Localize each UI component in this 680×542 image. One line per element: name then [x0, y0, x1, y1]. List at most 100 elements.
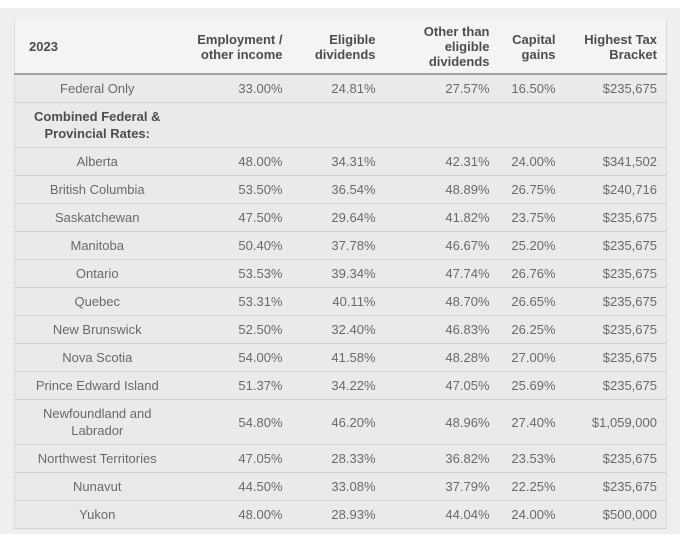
rate-value: 27.00% [498, 343, 565, 372]
rate-value: 26.65% [498, 287, 565, 316]
empty-cell [291, 102, 385, 148]
rate-value: 27.40% [498, 399, 565, 445]
rate-value: 39.34% [291, 259, 385, 288]
column-header-year: 2023 [14, 20, 180, 74]
table-row-northwest-territories: Northwest Territories 47.05% 28.33% 36.8… [14, 444, 667, 473]
bracket-value: $235,675 [564, 343, 667, 372]
rate-value: 25.20% [498, 231, 565, 260]
rate-value: 41.58% [291, 343, 385, 372]
rate-value: 26.25% [498, 315, 565, 344]
rate-value: 41.82% [384, 203, 499, 232]
rate-value: 54.00% [179, 343, 292, 372]
bracket-value: $235,675 [564, 315, 667, 344]
rate-value: 34.31% [291, 147, 385, 176]
section-label: Combined Federal & Provincial Rates: [14, 102, 180, 148]
rate-value: 27.57% [384, 74, 499, 103]
table-row-alberta: Alberta 48.00% 34.31% 42.31% 24.00% $341… [14, 147, 667, 176]
rate-value: 47.05% [384, 371, 499, 400]
rate-value: 50.40% [179, 231, 292, 260]
rate-value: 47.50% [179, 203, 292, 232]
bracket-value: $235,675 [564, 371, 667, 400]
rate-value: 44.50% [179, 472, 292, 501]
region-label: Northwest Territories [14, 444, 180, 473]
rate-value: 52.50% [179, 315, 292, 344]
rate-value: 16.50% [498, 74, 565, 103]
rate-value: 24.81% [291, 74, 385, 103]
column-header-highest-tax-bracket: Highest Tax Bracket [564, 20, 667, 74]
rate-value: 29.64% [291, 203, 385, 232]
region-label: Alberta [14, 147, 180, 176]
column-header-employment-other-income: Employment / other income [179, 20, 292, 74]
bracket-value: $235,675 [564, 231, 667, 260]
table-row-manitoba: Manitoba 50.40% 37.78% 46.67% 25.20% $23… [14, 231, 667, 260]
rate-value: 51.37% [179, 371, 292, 400]
bracket-value: $341,502 [564, 147, 667, 176]
empty-cell [384, 102, 499, 148]
rate-value: 47.05% [179, 444, 292, 473]
region-label: Newfoundland and Labrador [14, 399, 180, 445]
table-row-newfoundland-and-labrador: Newfoundland and Labrador 54.80% 46.20% … [14, 399, 667, 445]
region-label: Nova Scotia [14, 343, 180, 372]
rate-value: 26.75% [498, 175, 565, 204]
rate-value: 22.25% [498, 472, 565, 501]
rate-value: 36.82% [384, 444, 499, 473]
table-row-british-columbia: British Columbia 53.50% 36.54% 48.89% 26… [14, 175, 667, 204]
table-row-yukon: Yukon 48.00% 28.93% 44.04% 24.00% $500,0… [14, 500, 667, 529]
region-label: Manitoba [14, 231, 180, 260]
rate-value: 48.28% [384, 343, 499, 372]
page-background: 2023 Employment / other income Eligible … [0, 8, 680, 534]
bracket-value: $240,716 [564, 175, 667, 204]
rate-value: 48.00% [179, 500, 292, 529]
empty-cell [564, 102, 667, 148]
rate-value: 46.20% [291, 399, 385, 445]
rate-value: 28.93% [291, 500, 385, 529]
rate-value: 46.67% [384, 231, 499, 260]
column-header-capital-gains: Capital gains [498, 20, 565, 74]
table-row-prince-edward-island: Prince Edward Island 51.37% 34.22% 47.05… [14, 371, 667, 400]
table-row-new-brunswick: New Brunswick 52.50% 32.40% 46.83% 26.25… [14, 315, 667, 344]
rate-value: 42.31% [384, 147, 499, 176]
rate-value: 44.04% [384, 500, 499, 529]
table-row-saskatchewan: Saskatchewan 47.50% 29.64% 41.82% 23.75%… [14, 203, 667, 232]
rate-value: 33.08% [291, 472, 385, 501]
bracket-value: $1,059,000 [564, 399, 667, 445]
region-label: Federal Only [14, 74, 180, 103]
rate-value: 48.70% [384, 287, 499, 316]
rate-value: 46.83% [384, 315, 499, 344]
table-row-quebec: Quebec 53.31% 40.11% 48.70% 26.65% $235,… [14, 287, 667, 316]
rate-value: 33.00% [179, 74, 292, 103]
region-label: British Columbia [14, 175, 180, 204]
bracket-value: $235,675 [564, 444, 667, 473]
bracket-value: $235,675 [564, 287, 667, 316]
rate-value: 32.40% [291, 315, 385, 344]
rate-value: 48.00% [179, 147, 292, 176]
rate-value: 28.33% [291, 444, 385, 473]
region-label: Nunavut [14, 472, 180, 501]
region-label: New Brunswick [14, 315, 180, 344]
table-row-nunavut: Nunavut 44.50% 33.08% 37.79% 22.25% $235… [14, 472, 667, 501]
table-row-nova-scotia: Nova Scotia 54.00% 41.58% 48.28% 27.00% … [14, 343, 667, 372]
table-row-federal-only: Federal Only 33.00% 24.81% 27.57% 16.50%… [14, 74, 667, 103]
column-header-other-than-eligible-dividends: Other than eligible dividends [384, 20, 499, 74]
bracket-value: $235,675 [564, 472, 667, 501]
column-header-eligible-dividends: Eligible dividends [291, 20, 385, 74]
region-label: Ontario [14, 259, 180, 288]
table-row-ontario: Ontario 53.53% 39.34% 47.74% 26.76% $235… [14, 259, 667, 288]
region-label: Saskatchewan [14, 203, 180, 232]
rate-value: 23.53% [498, 444, 565, 473]
rate-value: 53.31% [179, 287, 292, 316]
rate-value: 26.76% [498, 259, 565, 288]
rate-value: 24.00% [498, 147, 565, 176]
empty-cell [498, 102, 565, 148]
bracket-value: $235,675 [564, 74, 667, 103]
rate-value: 47.74% [384, 259, 499, 288]
rate-value: 24.00% [498, 500, 565, 529]
rate-value: 37.78% [291, 231, 385, 260]
rate-value: 25.69% [498, 371, 565, 400]
region-label: Yukon [14, 500, 180, 529]
rate-value: 36.54% [291, 175, 385, 204]
region-label: Prince Edward Island [14, 371, 180, 400]
bracket-value: $235,675 [564, 259, 667, 288]
rate-value: 53.50% [179, 175, 292, 204]
bracket-value: $500,000 [564, 500, 667, 529]
